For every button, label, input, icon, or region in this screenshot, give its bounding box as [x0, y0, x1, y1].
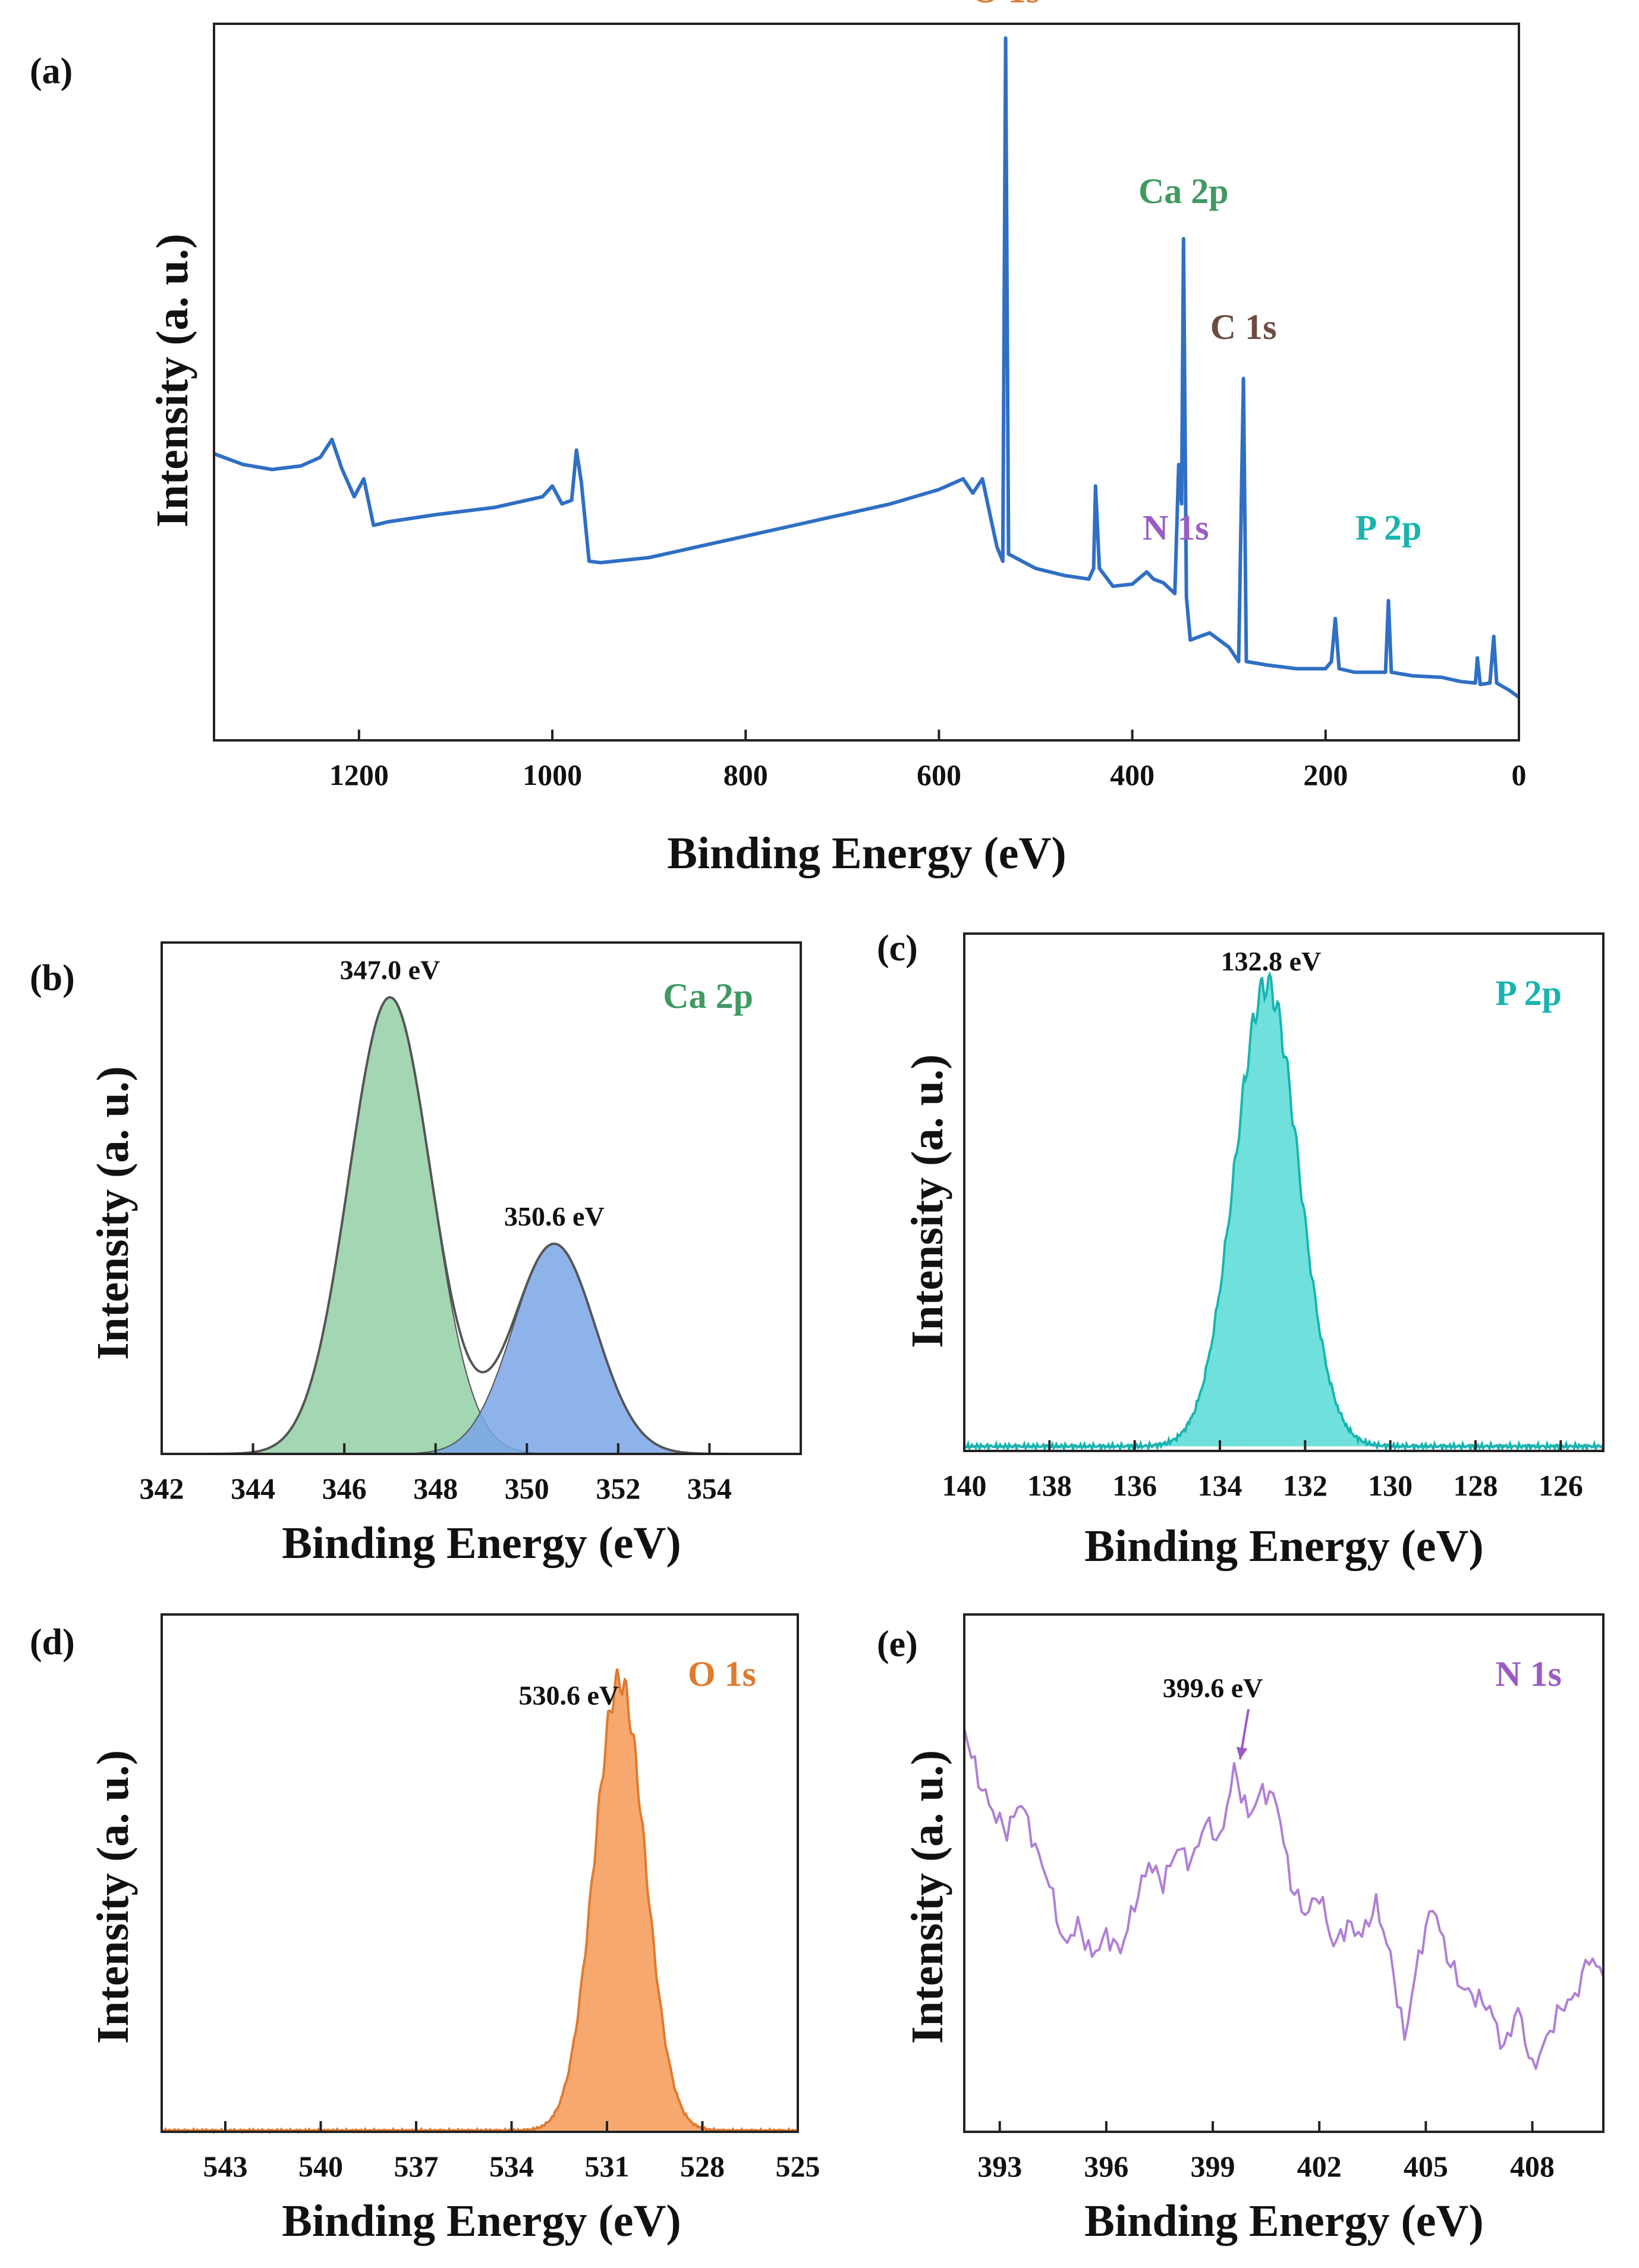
panel-d-xtick-label: 528: [680, 2150, 725, 2183]
panel-d-xtick-label: 531: [585, 2150, 630, 2183]
ca2p-envelope-line: [162, 995, 801, 1455]
panel-b-frame: [161, 941, 802, 1455]
survey-peak-annotation: N 1s: [1143, 508, 1209, 548]
panel-d-ylabel: Intensity (a. u.): [88, 1750, 138, 2044]
ca2p-element-label: Ca 2p: [663, 976, 753, 1016]
panel-b-ylabel: Intensity (a. u.): [88, 1066, 138, 1360]
panel-e-xtick-label: 405: [1404, 2150, 1448, 2183]
p2p-peak-fill: [964, 974, 1603, 1449]
panel-c-xtick-label: 130: [1368, 1469, 1413, 1502]
panel-d-xtick-label: 537: [394, 2150, 439, 2183]
panel-c-xtick-label: 134: [1198, 1469, 1242, 1502]
ca2p-peak-value-label: 350.6 eV: [504, 1201, 605, 1232]
panel-d-o1s: (d) Intensity (a. u.) 543 540 537 534 531 528…: [30, 1613, 820, 2246]
panel-e-xlabel: Binding Energy (eV): [1084, 2196, 1483, 2246]
panel-c-frame: [963, 932, 1605, 1452]
panel-d-label: (d): [30, 1622, 75, 1663]
panel-d-xtick-label: 525: [776, 2150, 820, 2183]
panel-e-frame: [963, 1613, 1605, 2133]
panel-a-xtick-label: 1000: [523, 758, 582, 791]
panel-a-xtick-label: 800: [723, 758, 768, 791]
panel-d-xtick-label: 534: [489, 2150, 534, 2183]
ca2p-fit-peak-2: [162, 1243, 801, 1455]
panel-a-xtick-label: 400: [1110, 758, 1154, 791]
panel-e-xtick-label: 399: [1191, 2150, 1235, 2183]
o1s-spectrum-line: [161, 1668, 799, 2134]
panel-a-plot-area: 1200 1000 800 600 400 200 0 O 1s Ca 2p C 1s N 1s P …: [213, 0, 1527, 791]
panel-e-xtick-label: 393: [977, 2150, 1022, 2183]
panel-a-ylabel: Intensity (a. u.): [147, 234, 197, 527]
n1s-element-label: N 1s: [1495, 1654, 1562, 1694]
o1s-element-label: O 1s: [688, 1654, 756, 1694]
panel-e-label: (e): [877, 1624, 918, 1664]
panel-b-xtick-label: 344: [231, 1472, 275, 1505]
panel-c-label: (c): [877, 928, 918, 969]
o1s-peak-fill: [162, 1669, 798, 2132]
panel-b-label: (b): [30, 958, 75, 998]
panel-a-xtick-label: 200: [1303, 758, 1348, 791]
panel-b-plot-area: 342 344 346 348 350 352 354 347.0 eV 350.6 eV Ca …: [140, 954, 801, 1505]
panel-c-xlabel: Binding Energy (eV): [1084, 1521, 1483, 1571]
o1s-peak-value-label: 530.6 eV: [518, 1680, 619, 1710]
survey-peak-annotation: C 1s: [1210, 307, 1277, 347]
panel-a-label: (a): [30, 51, 73, 92]
panel-b-xlabel: Binding Energy (eV): [282, 1518, 681, 1568]
p2p-spectrum-line: [964, 971, 1605, 1453]
panel-e-plot-area: 393 396 399 402 405 408 399.6 eV N 1s: [963, 1654, 1605, 2183]
panel-d-xtick-label: 543: [203, 2150, 248, 2183]
n1s-spectrum-line: [963, 1727, 1605, 2070]
p2p-peak-value-label: 132.8 eV: [1221, 946, 1322, 976]
panel-a-survey: (a) Intensity (a. u.) 1200 1000 800 600 400 2…: [30, 0, 1527, 878]
panel-e-xtick-label: 402: [1297, 2150, 1342, 2183]
panel-c-xtick-label: 132: [1283, 1469, 1327, 1502]
panel-d-xlabel: Binding Energy (eV): [282, 2196, 681, 2246]
panel-c-ylabel: Intensity (a. u.): [902, 1054, 952, 1348]
panel-c-xtick-label: 136: [1112, 1469, 1157, 1502]
panel-a-xtick-label: 0: [1512, 758, 1527, 791]
panel-e-xtick-label: 396: [1084, 2150, 1128, 2183]
p2p-element-label: P 2p: [1495, 973, 1562, 1013]
panel-b-xtick-label: 350: [505, 1472, 549, 1505]
survey-spectrum-line: [213, 36, 1520, 699]
panel-c-xtick-label: 126: [1539, 1469, 1583, 1502]
panel-c-xtick-label: 128: [1454, 1469, 1498, 1502]
panel-b-xtick-label: 342: [140, 1472, 184, 1505]
panel-e-n1s: (e) Intensity (a. u.) 393 396 399 402 405 408…: [877, 1613, 1605, 2246]
survey-peak-annotation: P 2p: [1355, 508, 1422, 548]
panel-b-xtick-label: 346: [322, 1472, 367, 1505]
panel-a-frame: [213, 23, 1520, 742]
panel-b-xtick-label: 354: [687, 1472, 732, 1505]
panel-b-xtick-label: 352: [596, 1472, 640, 1505]
panel-c-p2p: (c) Intensity (a. u.) 140 138 136 134 132 130…: [877, 928, 1605, 1571]
panel-e-xtick-label: 408: [1510, 2150, 1555, 2183]
panel-d-plot-area: 543 540 537 534 531 528 525 530.6 eV O 1s: [161, 1654, 820, 2183]
panel-d-xtick-label: 540: [298, 2150, 343, 2183]
ca2p-peak-value-label: 347.0 eV: [340, 954, 441, 985]
survey-peak-annotation: O 1s: [971, 0, 1040, 10]
panel-a-xtick-label: 600: [917, 758, 961, 791]
panel-c-plot-area: 140 138 136 134 132 130 128 126 132.8 eV P 2p: [942, 946, 1605, 1502]
n1s-peak-value-label: 399.6 eV: [1163, 1673, 1263, 1703]
panel-e-ylabel: Intensity (a. u.): [902, 1750, 952, 2044]
panel-c-xtick-label: 138: [1027, 1469, 1072, 1502]
panel-c-xtick-label: 140: [942, 1469, 987, 1502]
panel-d-frame: [161, 1613, 799, 2133]
panel-a-xtick-label: 1200: [329, 758, 389, 791]
n1s-peak-arrow-head: [1236, 1746, 1248, 1760]
panel-b-ca2p: (b) Intensity (a. u.) 342 344 346 348 350 352…: [30, 941, 802, 1568]
survey-peak-annotation: Ca 2p: [1138, 171, 1229, 211]
ca2p-fit-peak-1: [162, 997, 801, 1455]
panel-a-xlabel: Binding Energy (eV): [667, 828, 1066, 878]
panel-b-xtick-label: 348: [413, 1472, 458, 1505]
